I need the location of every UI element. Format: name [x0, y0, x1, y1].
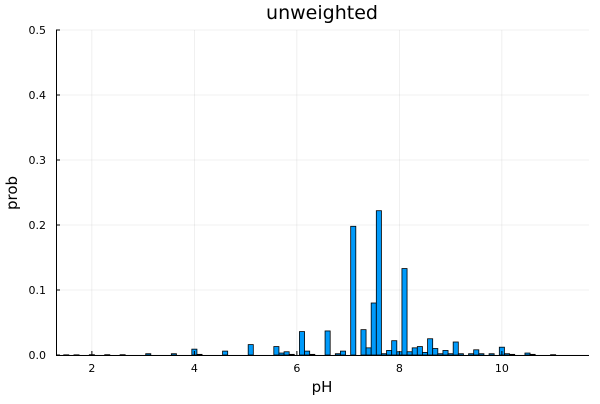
bar	[299, 332, 304, 355]
bar	[438, 354, 443, 355]
bar	[489, 354, 494, 355]
axes	[56, 30, 589, 356]
bar	[479, 354, 484, 355]
y-tick-label: 0.2	[29, 219, 47, 232]
x-tick-label: 2	[88, 362, 95, 375]
bar	[171, 354, 176, 355]
bar	[197, 354, 202, 355]
bar	[371, 303, 376, 355]
bar	[392, 341, 397, 355]
bar	[289, 354, 294, 355]
bar	[402, 269, 407, 355]
bar	[340, 351, 345, 355]
chart-title: unweighted	[266, 2, 378, 24]
x-tick-label: 4	[191, 362, 198, 375]
bar	[469, 354, 474, 355]
y-tick-label: 0.0	[29, 349, 47, 362]
x-tick-label: 10	[495, 362, 509, 375]
grid	[56, 30, 589, 355]
bar	[387, 350, 392, 355]
x-tick-label: 6	[293, 362, 300, 375]
y-tick-label: 0.1	[29, 284, 47, 297]
bar	[458, 354, 463, 355]
bar	[443, 350, 448, 355]
bar	[351, 226, 356, 355]
bar	[530, 354, 535, 355]
bar	[366, 348, 371, 355]
bar	[376, 211, 381, 355]
y-axis-title: prob	[3, 176, 21, 210]
bar	[474, 350, 479, 355]
bar	[453, 342, 458, 355]
x-tick-label: 8	[396, 362, 403, 375]
bar	[504, 354, 509, 355]
bar	[274, 347, 279, 355]
bar	[417, 347, 422, 355]
bar	[361, 330, 366, 355]
bar	[433, 349, 438, 356]
bar	[279, 353, 284, 355]
bar	[248, 345, 253, 355]
y-tick-label: 0.4	[29, 89, 47, 102]
bar	[325, 331, 330, 355]
bar	[407, 352, 412, 355]
bar	[284, 352, 289, 355]
bar	[381, 354, 386, 355]
bar	[412, 348, 417, 355]
bar	[448, 354, 453, 355]
y-tick-label: 0.3	[29, 154, 47, 167]
bar	[510, 354, 515, 355]
bar	[305, 351, 310, 355]
y-tick-label: 0.5	[29, 24, 47, 37]
ticks: 2 4 6 8 10 0.0 0.1 0.2 0.3 0.4 0.5	[29, 24, 509, 375]
bar	[428, 339, 433, 355]
bar	[525, 353, 530, 355]
bar	[335, 354, 340, 355]
x-axis-title: pH	[312, 378, 333, 396]
bar	[310, 354, 315, 355]
bars	[64, 211, 556, 356]
bar	[422, 352, 427, 355]
bar	[146, 354, 151, 355]
bar	[223, 351, 228, 355]
